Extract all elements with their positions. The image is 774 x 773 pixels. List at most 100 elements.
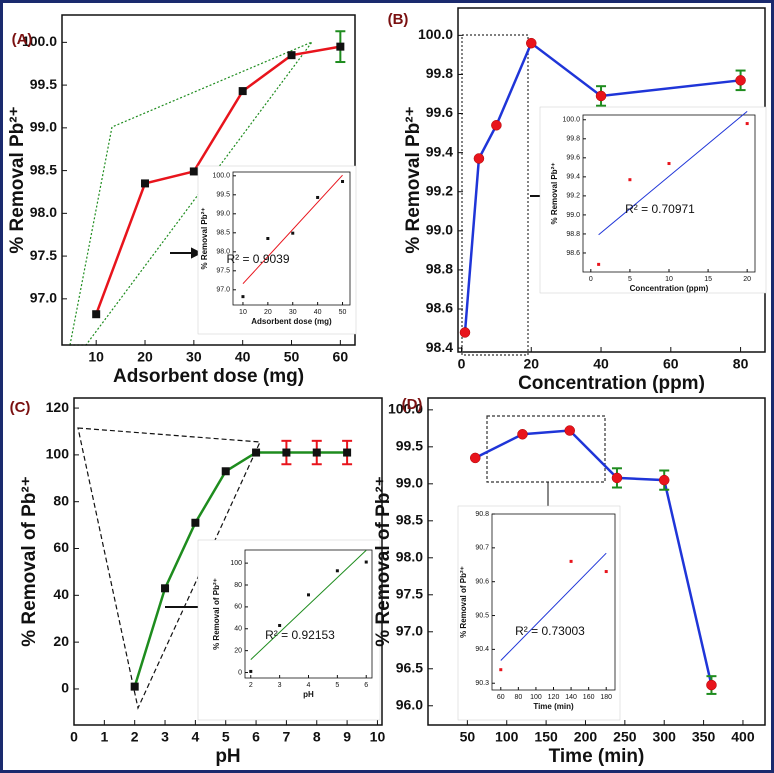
panel-label: (A): [12, 31, 33, 48]
point: [667, 162, 671, 166]
y-tick-label: 90.4: [475, 646, 489, 653]
fit-line: [500, 552, 607, 661]
x-tick-label: 50: [284, 349, 300, 365]
fit-line: [250, 549, 367, 660]
fit-line: [242, 174, 343, 285]
plot-frame: [232, 171, 351, 306]
point: [335, 569, 339, 573]
dotted-outline: [69, 40, 314, 346]
y-tick-label: 100.0: [562, 117, 580, 124]
y-tick-label: 99.5: [396, 438, 423, 454]
y-tick-label: 98.0: [396, 549, 423, 565]
marker: [526, 37, 537, 49]
y-tick-label: 96.5: [396, 659, 423, 675]
y-tick-label: 100.0: [388, 401, 423, 417]
y-tick-label: 100: [46, 446, 70, 462]
y-tick-label: 90.5: [475, 612, 489, 619]
inset-background: [197, 539, 381, 721]
y-axis-label: % Removal of Pb²⁺: [373, 476, 394, 647]
y-tick-label: 40: [53, 586, 69, 602]
y-tick-label: 80: [53, 492, 69, 508]
marker: [252, 448, 261, 457]
y-tick-label: 98.4: [426, 339, 453, 355]
inset-background: [539, 106, 767, 294]
x-tick-label: 60: [333, 349, 349, 365]
y-tick-label: 98.0: [30, 204, 57, 220]
x-tick-label: 150: [534, 729, 558, 745]
marker: [564, 425, 575, 436]
point: [604, 570, 608, 574]
y-tick-label: 99.6: [426, 104, 453, 120]
annotation: R² = 0.73003: [515, 624, 585, 638]
point: [266, 237, 270, 240]
y-axis-label: % Removal Pb²⁺: [403, 106, 424, 253]
y-tick-label: 20: [53, 633, 69, 649]
y-tick-label: 97.5: [30, 247, 57, 263]
y-tick-label: 99.4: [566, 174, 580, 181]
x-tick-label: 1: [100, 729, 108, 745]
marker: [287, 51, 296, 60]
marker: [459, 327, 471, 338]
panel-label: (C): [10, 399, 31, 416]
marker: [191, 518, 200, 527]
fit-line: [598, 111, 748, 236]
y-tick-label: 120: [46, 399, 70, 415]
x-axis-label: Time (min): [549, 746, 645, 767]
y-tick-label: 90.7: [475, 545, 489, 552]
y-tick-label: 98.5: [30, 161, 57, 177]
y-tick-label: 60: [53, 539, 69, 555]
marker: [491, 120, 502, 131]
y-tick-label: 98.5: [216, 230, 230, 237]
data-line: [474, 429, 713, 686]
y-tick-label: 99.8: [426, 65, 453, 81]
y-tick-label: 98.6: [426, 300, 453, 316]
marker: [221, 467, 230, 476]
x-tick-label: 100: [495, 729, 519, 745]
marker: [595, 90, 607, 102]
y-axis-label: % Removal Pb²⁺: [200, 207, 209, 269]
x-axis-label: Adsorbent dose (mg): [251, 317, 332, 326]
x-tick-label: 7: [283, 729, 291, 745]
x-tick-label: 40: [235, 349, 251, 365]
plot-frame: [73, 397, 383, 726]
y-tick-label: 20: [234, 647, 242, 654]
point: [569, 559, 573, 563]
inset-background: [457, 505, 621, 721]
arrow-head: [191, 247, 203, 259]
y-tick-label: 99.8: [566, 136, 580, 143]
x-tick-label: 350: [692, 729, 716, 745]
x-tick-label: 100: [530, 694, 542, 701]
y-tick-label: 40: [234, 626, 242, 633]
x-tick-label: 10: [239, 309, 247, 316]
marker: [189, 167, 198, 176]
y-tick-label: 80: [234, 582, 242, 589]
y-tick-label: 0: [61, 680, 69, 696]
y-tick-label: 100.0: [212, 173, 230, 180]
x-tick-label: 40: [314, 309, 322, 316]
y-tick-label: 99.5: [216, 192, 230, 199]
y-tick-label: 99.0: [216, 211, 230, 218]
x-tick-label: 30: [289, 309, 297, 316]
point: [307, 593, 310, 597]
x-tick-label: 2: [131, 729, 139, 745]
x-tick-label: 400: [731, 729, 755, 745]
y-axis-label: % Removal Pb²⁺: [550, 162, 559, 224]
y-tick-label: 96.0: [396, 696, 423, 712]
x-tick-label: 4: [307, 682, 311, 689]
marker: [517, 429, 528, 440]
marker: [611, 472, 623, 484]
y-axis-label: % Removal of Pb²⁺: [459, 566, 468, 638]
y-tick-label: 97.5: [396, 585, 423, 601]
x-tick-label: 40: [593, 356, 609, 372]
x-tick-label: 140: [565, 694, 577, 701]
x-tick-label: 80: [733, 356, 749, 372]
y-tick-label: 99.0: [30, 119, 57, 135]
point: [278, 623, 282, 627]
y-tick-label: 98.8: [426, 261, 453, 277]
marker: [469, 452, 481, 464]
x-tick-label: 160: [583, 694, 595, 701]
x-tick-label: 200: [574, 729, 598, 745]
marker: [473, 153, 485, 164]
y-tick-label: 100: [230, 560, 242, 567]
